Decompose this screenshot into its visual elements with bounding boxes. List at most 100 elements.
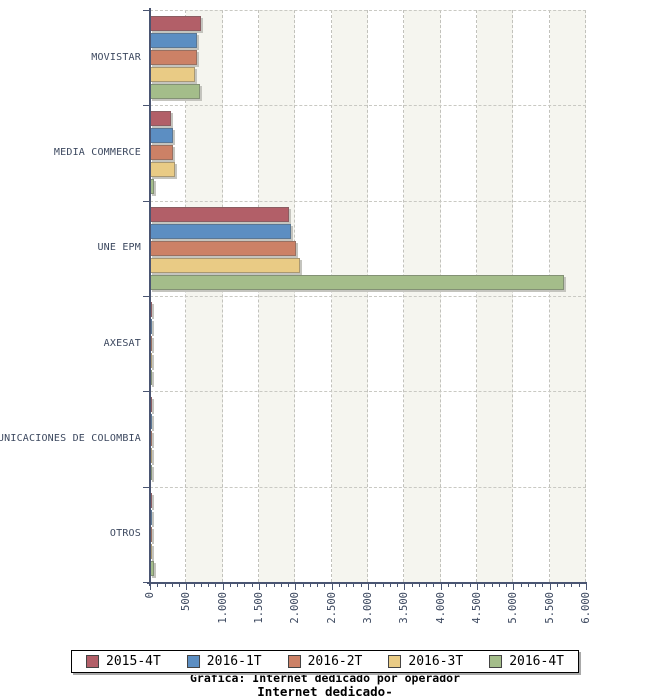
x-axis-tick: [150, 584, 151, 590]
x-axis-tick: [418, 584, 420, 587]
x-axis-tick-label-text: 3.000: [362, 592, 374, 624]
x-axis-tick: [171, 584, 173, 587]
x-axis-tick: [397, 584, 399, 587]
legend-item: 2016-3T: [388, 654, 463, 669]
x-axis-tick: [382, 584, 384, 587]
y-axis-tick: [143, 200, 150, 202]
x-axis-tick: [324, 584, 326, 587]
x-axis-tick: [193, 584, 195, 587]
y-axis-tick: [143, 582, 150, 583]
y-axis-tick: [143, 486, 150, 488]
category-label: MEDIA COMMERCE: [53, 147, 141, 158]
x-axis-tick: [266, 584, 268, 587]
x-axis-tick-label-text: 5.500: [543, 592, 556, 624]
x-axis-tick: [317, 584, 319, 587]
x-axis-tick-label-text: 4.500: [471, 592, 483, 624]
x-axis-tick: [578, 584, 580, 587]
horizontal-gridline: [150, 200, 586, 202]
legend-swatch: [388, 655, 402, 668]
x-axis-tick: [440, 584, 442, 590]
horizontal-gridline: [150, 10, 586, 11]
x-axis-tick: [338, 584, 340, 587]
x-axis-tick-label: 0: [143, 592, 157, 598]
x-axis-tick-label: 3.500: [397, 592, 411, 624]
y-axis-tick: [143, 105, 150, 107]
bar: [150, 257, 301, 273]
x-axis-tick: [208, 584, 210, 587]
x-axis-tick: [498, 584, 500, 587]
legend: 2015-4T 2016-1T 2016-2T 2016-3T 2016-4T: [71, 650, 579, 673]
x-axis-tick: [404, 584, 406, 590]
bar: [150, 223, 292, 239]
caption-subtitle: Internet dedicado-: [257, 684, 393, 699]
x-axis-tick-label-text: 2.000: [289, 592, 302, 624]
x-axis-tick: [244, 584, 246, 587]
x-axis-tick-label: 1.000: [216, 592, 230, 624]
legend-label: 2015-4T: [106, 654, 161, 669]
x-axis-tick: [375, 584, 377, 587]
x-axis-tick: [215, 584, 217, 587]
x-axis-tick-label-text: 2.500: [325, 592, 338, 624]
legend-label: 2016-3T: [408, 654, 464, 669]
x-axis-tick-label-text: 1.500: [253, 592, 265, 624]
x-axis-tick-label: 4.000: [434, 592, 448, 624]
x-axis-tick-label-text: 4.000: [434, 592, 447, 624]
x-axis-tick: [164, 584, 166, 587]
category-label: UNICACIONES DE COLOMBIA: [0, 433, 141, 444]
x-axis-tick: [455, 584, 457, 587]
x-axis-tick-label-text: 3.500: [398, 592, 411, 624]
x-axis-tick: [411, 584, 413, 587]
legend-item: 2016-1T: [186, 654, 262, 669]
bar: [150, 240, 296, 256]
caption-title: Gráfica: Internet dedicado por operador: [189, 671, 461, 685]
x-axis-tick: [484, 584, 486, 587]
legend-label: 2016-1T: [206, 654, 262, 669]
x-axis-tick: [389, 584, 391, 587]
x-axis-tick-label-text: 1.000: [216, 592, 229, 624]
x-axis-tick: [368, 584, 369, 590]
x-axis-tick: [157, 584, 159, 587]
bar: [150, 33, 197, 48]
x-axis-tick: [353, 584, 355, 587]
x-axis-tick: [556, 584, 558, 587]
x-axis-tick: [426, 584, 428, 587]
x-axis-tick: [571, 584, 573, 587]
x-axis-tick: [237, 584, 239, 587]
horizontal-gridline: [150, 391, 586, 393]
x-axis-tick: [513, 584, 515, 590]
x-axis-tick: [302, 584, 304, 587]
x-axis-tick: [280, 584, 282, 587]
x-axis-tick-label-text: 6.000: [580, 592, 592, 624]
legend-item: 2016-4T: [489, 654, 564, 669]
x-axis-tick-label: 3.000: [361, 592, 375, 624]
y-axis-tick: [143, 10, 150, 11]
x-axis-tick: [433, 584, 435, 587]
x-axis-tick: [200, 584, 202, 587]
horizontal-gridline: [150, 296, 586, 297]
x-axis-tick: [346, 584, 348, 587]
bar: [150, 274, 565, 290]
x-axis-tick-label: 2.000: [288, 592, 302, 624]
x-axis-tick: [506, 584, 508, 587]
x-axis-tick: [491, 584, 493, 587]
x-axis-tick: [309, 584, 311, 587]
bar: [150, 16, 201, 31]
x-axis-tick: [295, 584, 297, 590]
x-axis-tick: [520, 584, 522, 587]
bar: [150, 145, 173, 161]
bar: [150, 206, 289, 222]
bar: [150, 128, 174, 144]
x-axis-tick-label: 6.000: [579, 592, 593, 624]
x-axis-tick-label: 5.000: [506, 592, 520, 624]
x-axis-tick: [273, 584, 275, 587]
category-label: UNE EPM: [97, 242, 141, 254]
x-axis-tick: [477, 584, 478, 590]
legend-label: 2016-4T: [509, 654, 564, 669]
legend-swatch: [489, 655, 503, 668]
x-axis-tick-label: 5.500: [543, 592, 557, 624]
x-axis-tick: [259, 584, 260, 590]
bar: [150, 162, 176, 178]
x-axis-tick: [586, 584, 587, 590]
bar: [150, 50, 197, 65]
